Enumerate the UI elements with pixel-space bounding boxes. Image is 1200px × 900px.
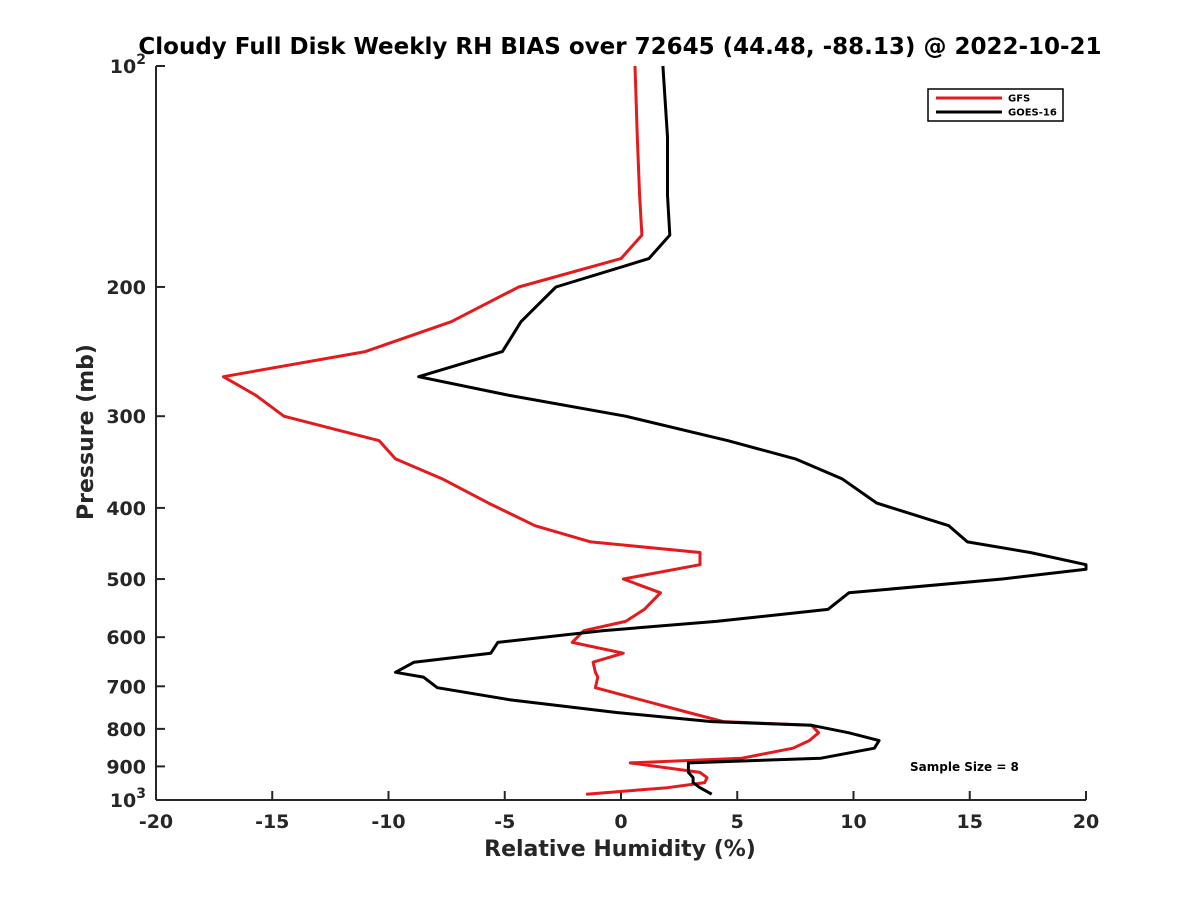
y-axis-ticks: 102 200 300 400 500 600 700 800 900 103 <box>106 52 165 812</box>
y-tick-label: 800 <box>106 719 146 741</box>
x-tick-label: 15 <box>957 811 983 833</box>
series-line-goes-16 <box>394 65 1088 796</box>
y-tick-label: 600 <box>106 627 146 649</box>
y-tick-label: 500 <box>106 569 146 591</box>
x-axis-ticks: -20 -15 -10 -5 0 5 10 15 20 <box>139 791 1099 833</box>
y-tick-label: 400 <box>106 498 146 520</box>
legend-entry: GOES-16 <box>1008 108 1057 119</box>
y-tick-label: 200 <box>106 277 146 299</box>
sample-size-annotation: Sample Size = 8 <box>910 760 1019 774</box>
x-tick-label: 20 <box>1073 811 1099 833</box>
legend: GFS GOES-16 <box>927 88 1064 122</box>
y-tick-label: 103 <box>110 786 146 812</box>
chart-title: Cloudy Full Disk Weekly RH BIAS over 726… <box>138 34 1101 60</box>
series-layer <box>221 65 1088 796</box>
x-tick-label: -20 <box>139 811 173 833</box>
x-tick-label: 10 <box>840 811 866 833</box>
y-tick-label: 700 <box>106 676 146 698</box>
y-tick-label: 102 <box>110 52 146 78</box>
legend-entry: GFS <box>1008 94 1030 105</box>
x-tick-label: -15 <box>255 811 289 833</box>
y-tick-label: 300 <box>106 406 146 428</box>
x-tick-label: 5 <box>731 811 744 833</box>
x-tick-label: -10 <box>371 811 405 833</box>
series-line-gfs <box>221 65 821 796</box>
y-axis-label: Pressure (mb) <box>74 344 99 520</box>
x-tick-label: 0 <box>614 811 627 833</box>
legend-box <box>927 88 1064 122</box>
y-tick-label: 900 <box>106 756 146 778</box>
x-axis-label: Relative Humidity (%) <box>484 837 756 862</box>
x-tick-label: -5 <box>494 811 515 833</box>
